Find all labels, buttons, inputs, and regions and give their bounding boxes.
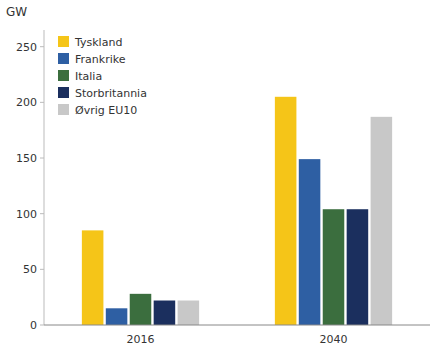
bar: [82, 230, 104, 325]
y-tick-label: 0: [30, 319, 37, 332]
x-tick-label: 2040: [320, 333, 348, 346]
y-tick: [40, 46, 44, 47]
y-axis-line: [44, 30, 45, 325]
y-tick: [40, 269, 44, 270]
legend-label: Øvrig EU10: [75, 104, 137, 117]
legend-label: Italia: [75, 70, 102, 83]
legend-label: Storbritannia: [75, 87, 147, 100]
legend-swatch: [58, 104, 69, 115]
y-axis-label: GW: [6, 5, 27, 19]
bar: [371, 117, 393, 325]
bar: [275, 97, 297, 325]
y-tick-label: 150: [16, 152, 37, 165]
y-tick: [40, 325, 44, 326]
y-tick-label: 200: [16, 96, 37, 109]
bar: [178, 301, 200, 325]
chart-svg: 0 50 100 150 200 250 GW 2016 2040 Tyskland Frankri…: [0, 0, 444, 355]
x-tick-label: 2016: [127, 333, 155, 346]
legend-swatch: [58, 87, 69, 98]
chart-container: 0 50 100 150 200 250 GW 2016 2040 Tyskland Frankri…: [0, 0, 444, 355]
legend-swatch: [58, 36, 69, 47]
bar: [299, 159, 321, 325]
legend: Tyskland Frankrike Italia Storbritannia Øvri…: [58, 36, 147, 117]
y-tick-label: 100: [16, 208, 37, 221]
bar: [323, 209, 345, 325]
y-tick: [40, 213, 44, 214]
bars: [82, 97, 392, 325]
legend-swatch: [58, 70, 69, 81]
x-axis-line: [44, 325, 430, 326]
y-tick-label: 50: [23, 263, 37, 276]
y-tick-label: 250: [16, 41, 37, 54]
bar: [154, 301, 176, 325]
legend-swatch: [58, 53, 69, 64]
bar: [106, 308, 128, 325]
y-tick: [40, 158, 44, 159]
bar: [130, 294, 152, 325]
legend-label: Tyskland: [74, 36, 122, 49]
bar: [347, 209, 369, 325]
legend-label: Frankrike: [75, 53, 126, 66]
y-tick: [40, 102, 44, 103]
